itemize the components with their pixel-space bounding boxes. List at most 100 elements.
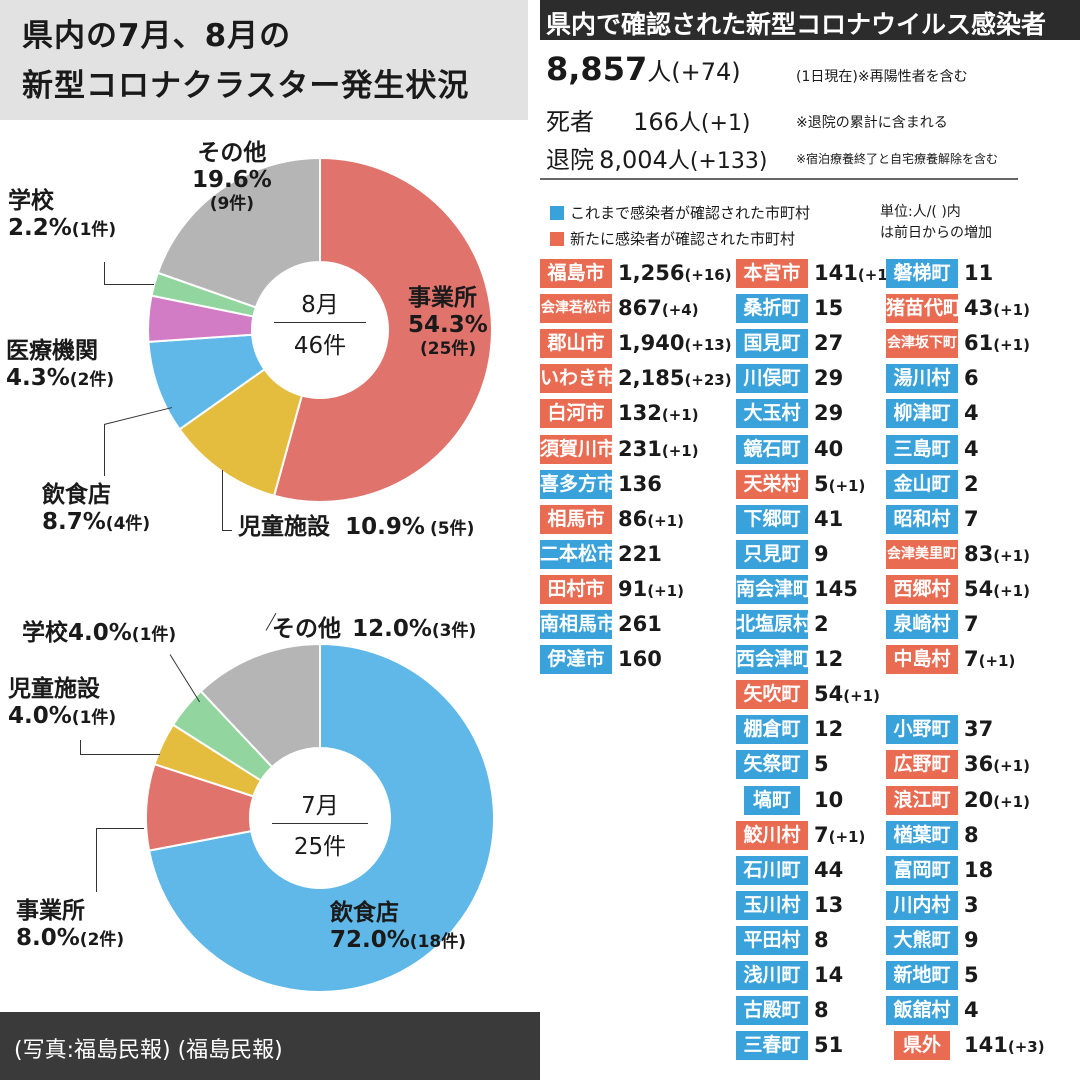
municipality-value: 29 xyxy=(814,364,843,393)
municipality-value: 61(+1) xyxy=(964,329,1030,358)
total-cases-line: 8,857人(+74) xyxy=(546,50,741,88)
municipality-count: 11 xyxy=(964,261,994,285)
municipality-count: 6 xyxy=(964,366,979,391)
jul-label-jigyosho: 事業所 8.0%(2件) xyxy=(16,898,124,952)
municipality-count: 141 xyxy=(814,261,858,285)
jul-label-inshoku: 飲食店 72.0%(18件) xyxy=(330,900,466,954)
as-of-note: (1日現在) xyxy=(796,69,858,85)
municipality-value: 867(+4) xyxy=(618,294,699,323)
municipality-value: 54(+1) xyxy=(814,680,880,709)
municipality-count: 2 xyxy=(814,612,829,636)
municipality-delta: (+1) xyxy=(993,336,1030,355)
municipality-name: 飯舘村 xyxy=(886,996,958,1026)
municipality-value: 86(+1) xyxy=(618,505,684,534)
municipality-count: 5 xyxy=(814,471,829,496)
aug-center-label: 8月 46件 xyxy=(270,285,370,360)
pie-july xyxy=(145,642,495,993)
municipality-name: 田村市 xyxy=(540,574,612,604)
total-cases-delta: (+74) xyxy=(671,58,741,86)
municipality-value: 6 xyxy=(964,364,979,393)
municipality-delta: (+3) xyxy=(1007,1038,1045,1057)
aug-jido-name: 児童施設 xyxy=(238,514,330,540)
jul-jigyosho-leader2 xyxy=(96,828,144,829)
total-cases-value: 8,857 xyxy=(546,50,648,88)
pie-august xyxy=(147,156,493,503)
municipality-count: 83 xyxy=(964,541,994,566)
municipality-count: 12 xyxy=(814,647,844,672)
discharged-unit: 人 xyxy=(667,149,690,174)
municipality-name: 猪苗代町 xyxy=(886,294,958,324)
municipality-count: 7 xyxy=(964,647,979,672)
municipality-name: 塙町 xyxy=(744,785,800,815)
municipality-delta: (+1) xyxy=(993,581,1030,600)
municipality-count: 5 xyxy=(964,963,979,987)
jul-label-sonota: その他 12.0%(3件) xyxy=(272,616,476,643)
municipality-value: 44 xyxy=(814,856,843,885)
municipality-count: 8 xyxy=(814,927,829,952)
municipality-name: 三春町 xyxy=(736,1031,808,1061)
municipality-value: 20(+1) xyxy=(964,786,1030,815)
discharged-label: 退院 xyxy=(546,146,594,174)
unit-note-line2: は前日からの増加 xyxy=(880,225,992,241)
municipality-count: 61 xyxy=(964,331,994,356)
municipality-value: 2 xyxy=(964,470,979,499)
jul-jigyosho-name: 事業所 xyxy=(16,898,85,924)
municipality-name: 矢祭町 xyxy=(736,750,808,780)
municipality-value: 145 xyxy=(814,575,858,604)
discharged-note: ※宿泊療養終了と自宅療養解除を含む xyxy=(796,152,999,166)
municipality-count: 15 xyxy=(814,296,844,321)
aug-sonota-count: (9件) xyxy=(209,194,255,215)
aug-slice-0 xyxy=(272,156,493,503)
left-title-line1: 県内の7月、8月の xyxy=(22,18,292,54)
municipality-count: 8 xyxy=(814,998,829,1023)
municipality-name: 浪江町 xyxy=(886,785,958,815)
municipality-count: 54 xyxy=(964,576,994,601)
municipality-value: 37 xyxy=(964,715,993,744)
aug-slice-5 xyxy=(156,156,321,309)
municipality-count: 12 xyxy=(814,717,844,742)
municipality-name: 会津若松市 xyxy=(540,294,612,324)
aug-iryo-count: (2件) xyxy=(69,370,115,391)
municipality-value: 9 xyxy=(964,926,979,955)
jul-slice-0 xyxy=(147,642,495,993)
municipality-value: 9 xyxy=(814,540,829,569)
municipality-value: 10 xyxy=(814,786,843,815)
municipality-count: 29 xyxy=(814,366,844,391)
aug-gakko-count: (1件) xyxy=(71,220,117,241)
municipality-name: 浅川町 xyxy=(736,961,808,990)
municipality-value: 4 xyxy=(964,399,979,428)
municipality-name: 県外 xyxy=(894,1031,950,1061)
municipality-value: 36(+1) xyxy=(964,750,1030,779)
discharged-value: 8,004 xyxy=(599,146,668,174)
municipality-name: 石川町 xyxy=(736,855,808,885)
municipality-value: 7 xyxy=(964,610,979,639)
municipality-count: 2 xyxy=(964,471,979,496)
municipality-name: 天栄村 xyxy=(736,469,808,499)
aug-total: 46件 xyxy=(293,333,347,359)
aug-label-inshoku: 飲食店 8.7%(4件) xyxy=(42,482,150,536)
municipality-count: 160 xyxy=(618,647,662,672)
municipality-value: 5 xyxy=(814,750,829,779)
aug-inshoku-pct: 8.7% xyxy=(42,509,106,536)
municipality-delta: (+1) xyxy=(993,301,1030,320)
municipality-name: 下郷町 xyxy=(736,504,808,534)
municipality-name: 郡山市 xyxy=(540,329,612,359)
municipality-name: 楢葉町 xyxy=(886,820,958,850)
aug-jigyosho-pct: 54.3% xyxy=(408,312,488,339)
jul-sonota-pct: 12.0% xyxy=(352,616,432,642)
photo-credit-bar: (写真:福島民報) (福島民報) xyxy=(0,1012,540,1080)
total-cases-unit: 人 xyxy=(647,58,672,86)
municipality-name: 北塩原村 xyxy=(736,610,808,639)
municipality-count: 13 xyxy=(814,892,844,917)
municipality-name: 小野町 xyxy=(886,715,958,745)
municipality-name: 棚倉町 xyxy=(736,715,808,745)
municipality-value: 83(+1) xyxy=(964,540,1030,569)
municipality-name: 三島町 xyxy=(886,434,958,464)
municipality-delta: (+1) xyxy=(843,687,880,706)
municipality-count: 132 xyxy=(618,401,662,426)
municipality-value: 18 xyxy=(964,856,993,885)
discharged-delta: (+133) xyxy=(689,149,768,174)
municipality-value: 132(+1) xyxy=(618,399,699,428)
municipality-value: 29 xyxy=(814,399,843,428)
municipality-value: 261 xyxy=(618,610,662,639)
